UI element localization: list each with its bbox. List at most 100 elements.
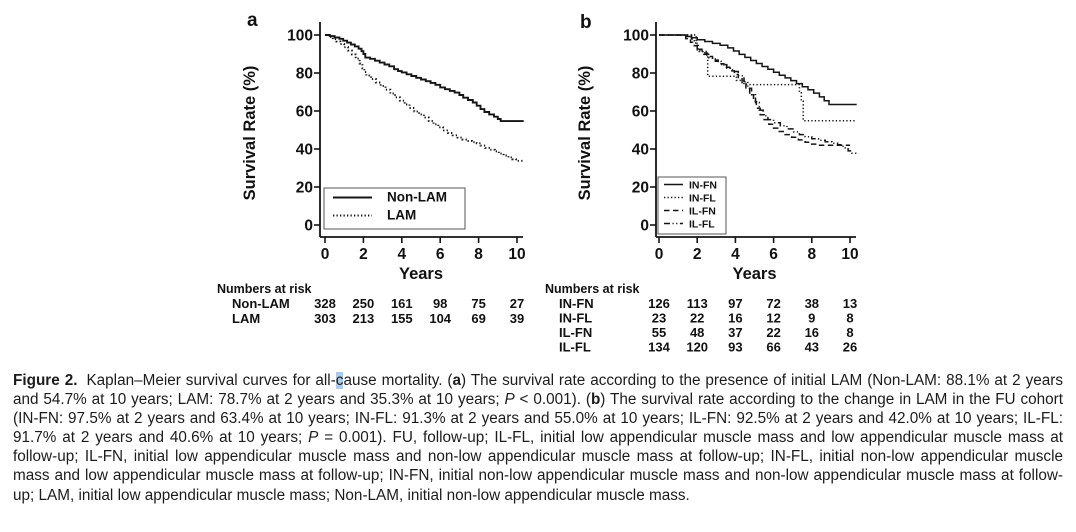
y-tick-label: 20 [296, 180, 313, 197]
risk-value: 8 [846, 311, 853, 326]
legend-label: IN-FL [689, 193, 716, 205]
y-tick-label: 100 [287, 28, 313, 45]
x-tick-label: 8 [807, 246, 816, 263]
risk-value: 26 [843, 340, 857, 355]
caption-segment: Kaplan–Meier survival curves for all- [86, 372, 336, 389]
risk-value: 72 [766, 296, 780, 311]
y-tick-label: 40 [632, 142, 649, 159]
risk-value: 69 [471, 311, 485, 326]
risk-value: 93 [728, 340, 742, 355]
caption-segment: ) The survival rate according to the pre… [13, 372, 1063, 409]
x-tick-label: 0 [655, 246, 664, 263]
x-tick-label: 2 [359, 246, 368, 263]
survival-curve-il-fl [659, 34, 857, 154]
km-chart-panel-a: a Survival Rate (%) 0 20 40 60 80 100 0 2 4 6 8 10 Yea… [217, 10, 526, 326]
risk-value: 213 [353, 311, 375, 326]
risk-value: 155 [391, 311, 413, 326]
x-tick-label: 10 [508, 246, 525, 263]
risk-row-label: Non-LAM [232, 296, 290, 311]
figure-caption: Figure 2. Kaplan–Meier survival curves fo… [13, 371, 1063, 505]
survival-curve-non-lam [325, 34, 524, 123]
risk-row-label: IN-FL [559, 311, 592, 326]
survival-curve-in-fn [659, 34, 857, 106]
risk-value: 16 [728, 311, 742, 326]
panel-letter: a [247, 10, 258, 31]
caption-segment: ) The survival rate according to the cha… [13, 391, 1063, 447]
y-tick-label: 0 [640, 218, 649, 235]
caption-segment: = 0.001). FU, follow-up; IL-FL, initial … [13, 429, 1064, 504]
risk-value: 328 [314, 296, 336, 311]
risk-row-label: IL-FN [559, 325, 592, 340]
x-axis-title: Years [732, 265, 776, 283]
x-tick-label: 10 [841, 246, 858, 263]
y-axis-title: Survival Rate (%) [241, 66, 259, 201]
risk-value: 303 [314, 311, 336, 326]
survival-curve-in-fl [659, 34, 857, 122]
legend-box [323, 187, 466, 230]
risk-row-label: LAM [232, 311, 260, 326]
x-tick-label: 4 [731, 246, 740, 263]
caption-segment: ause mortality. ( [343, 372, 453, 389]
risk-value: 38 [805, 296, 819, 311]
caption-panel-a-ref: a [452, 372, 462, 389]
panel-letter: b [580, 12, 592, 33]
caption-figure-label: Figure 2. [13, 372, 78, 389]
risk-value: 98 [433, 296, 447, 311]
risk-value: 113 [687, 296, 708, 311]
y-tick-label: 100 [623, 28, 649, 45]
risk-value: 23 [652, 311, 666, 326]
legend-box [657, 176, 727, 235]
numbers-at-risk-header: Numbers at risk [545, 282, 640, 296]
caption-panel-b-ref: b [590, 391, 601, 409]
legend-label: IL-FL [689, 219, 715, 231]
numbers-at-risk-header: Numbers at risk [217, 282, 312, 296]
x-tick-label: 6 [769, 246, 778, 263]
x-tick-label: 2 [693, 246, 702, 263]
legend-label: IN-FN [689, 180, 717, 192]
risk-row-label: IN-FN [559, 296, 594, 311]
risk-value: 8 [846, 325, 853, 340]
risk-value: 134 [648, 340, 670, 355]
caption-segment: < 0.001). ( [514, 391, 591, 409]
caption-p-value: P [504, 391, 515, 409]
legend-label: IL-FN [689, 206, 716, 218]
y-tick-label: 80 [296, 66, 313, 83]
legend-label: Non-LAM [387, 190, 447, 205]
y-tick-label: 40 [296, 142, 313, 159]
y-tick-label: 80 [632, 66, 649, 83]
risk-value: 250 [353, 296, 375, 311]
x-tick-label: 8 [474, 246, 483, 263]
risk-value: 12 [766, 311, 780, 326]
risk-value: 22 [690, 311, 704, 326]
caption-highlighted-char: c [335, 372, 344, 389]
risk-value: 66 [766, 340, 780, 355]
risk-value: 37 [728, 325, 742, 340]
y-tick-label: 60 [296, 104, 313, 121]
risk-value: 97 [728, 296, 742, 311]
risk-value: 55 [652, 325, 666, 340]
km-chart-panel-b: b Survival Rate (%) 0 20 40 60 80 100 0 2 4 6 8 10 Yea… [545, 12, 859, 355]
risk-value: 48 [690, 325, 704, 340]
survival-curve-il-fn [659, 34, 850, 146]
risk-value: 126 [648, 296, 670, 311]
risk-value: 39 [510, 311, 524, 326]
risk-value: 104 [429, 311, 451, 326]
risk-value: 75 [471, 296, 485, 311]
y-tick-label: 20 [632, 180, 649, 197]
legend-label: LAM [387, 208, 416, 223]
caption-p-value: P [308, 429, 319, 447]
risk-value: 13 [843, 296, 857, 311]
y-tick-label: 60 [632, 104, 649, 121]
x-tick-label: 0 [321, 246, 330, 263]
y-tick-label: 0 [304, 218, 313, 235]
risk-value: 43 [805, 340, 819, 355]
risk-value: 22 [766, 325, 780, 340]
x-tick-label: 6 [436, 246, 445, 263]
risk-value: 27 [510, 296, 524, 311]
risk-value: 9 [808, 311, 815, 326]
survival-curve-lam [325, 34, 524, 162]
y-axis-title: Survival Rate (%) [576, 66, 594, 201]
risk-value: 120 [686, 340, 708, 355]
x-axis-title: Years [399, 265, 443, 283]
